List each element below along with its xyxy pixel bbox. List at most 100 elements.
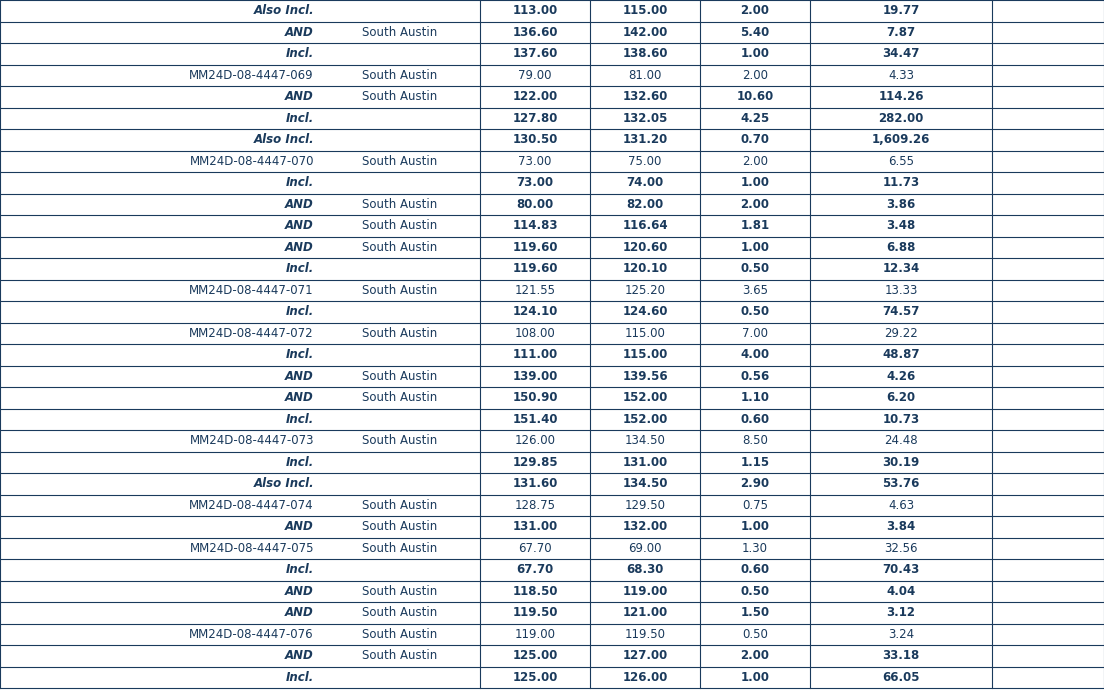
Text: 1.10: 1.10 xyxy=(741,391,769,404)
Text: AND: AND xyxy=(285,649,314,662)
Text: 3.48: 3.48 xyxy=(887,219,915,233)
Text: 120.10: 120.10 xyxy=(623,262,668,275)
Text: 119.60: 119.60 xyxy=(512,262,558,275)
Text: 108.00: 108.00 xyxy=(514,327,555,340)
Text: Incl.: Incl. xyxy=(286,262,314,275)
Text: 2.00: 2.00 xyxy=(741,4,769,17)
Text: 4.00: 4.00 xyxy=(741,348,769,361)
Text: Also Incl.: Also Incl. xyxy=(254,134,314,146)
Text: South Austin: South Austin xyxy=(362,391,437,404)
Text: 3.86: 3.86 xyxy=(887,198,915,211)
Text: 6.88: 6.88 xyxy=(887,241,915,254)
Text: 10.73: 10.73 xyxy=(882,412,920,426)
Text: Incl.: Incl. xyxy=(286,111,314,125)
Text: 1.00: 1.00 xyxy=(741,671,769,684)
Text: 66.05: 66.05 xyxy=(882,671,920,684)
Text: 130.50: 130.50 xyxy=(512,134,558,146)
Text: 19.77: 19.77 xyxy=(882,4,920,17)
Text: 134.50: 134.50 xyxy=(623,477,668,490)
Text: Incl.: Incl. xyxy=(286,176,314,189)
Text: 131.60: 131.60 xyxy=(512,477,558,490)
Text: 0.50: 0.50 xyxy=(741,305,769,318)
Text: 115.00: 115.00 xyxy=(625,327,666,340)
Text: 125.00: 125.00 xyxy=(512,649,558,662)
Text: 114.83: 114.83 xyxy=(512,219,558,233)
Text: South Austin: South Austin xyxy=(362,585,437,598)
Text: South Austin: South Austin xyxy=(362,219,437,233)
Text: 48.87: 48.87 xyxy=(882,348,920,361)
Text: 138.60: 138.60 xyxy=(623,47,668,60)
Text: 1.00: 1.00 xyxy=(741,520,769,534)
Text: 119.60: 119.60 xyxy=(512,241,558,254)
Text: AND: AND xyxy=(285,370,314,383)
Text: 0.60: 0.60 xyxy=(741,412,769,426)
Text: 79.00: 79.00 xyxy=(518,69,552,82)
Text: 2.00: 2.00 xyxy=(742,69,768,82)
Text: AND: AND xyxy=(285,606,314,619)
Text: 2.90: 2.90 xyxy=(741,477,769,490)
Text: 1.81: 1.81 xyxy=(741,219,769,233)
Text: 1.50: 1.50 xyxy=(741,606,769,619)
Text: 1.15: 1.15 xyxy=(741,456,769,468)
Text: 139.00: 139.00 xyxy=(512,370,558,383)
Text: 124.10: 124.10 xyxy=(512,305,558,318)
Text: 125.00: 125.00 xyxy=(512,671,558,684)
Text: South Austin: South Austin xyxy=(362,26,437,39)
Text: 1.30: 1.30 xyxy=(742,542,768,555)
Text: South Austin: South Austin xyxy=(362,606,437,619)
Text: South Austin: South Austin xyxy=(362,435,437,447)
Text: 132.05: 132.05 xyxy=(623,111,668,125)
Text: 53.76: 53.76 xyxy=(882,477,920,490)
Text: 139.56: 139.56 xyxy=(623,370,668,383)
Text: 74.00: 74.00 xyxy=(626,176,664,189)
Text: 152.00: 152.00 xyxy=(623,412,668,426)
Text: AND: AND xyxy=(285,219,314,233)
Text: MM24D-08-4447-071: MM24D-08-4447-071 xyxy=(190,284,314,297)
Text: 0.60: 0.60 xyxy=(741,563,769,576)
Text: South Austin: South Austin xyxy=(362,284,437,297)
Text: 3.12: 3.12 xyxy=(887,606,915,619)
Text: 4.26: 4.26 xyxy=(887,370,915,383)
Text: South Austin: South Austin xyxy=(362,649,437,662)
Text: 4.04: 4.04 xyxy=(887,585,915,598)
Text: South Austin: South Austin xyxy=(362,198,437,211)
Text: 128.75: 128.75 xyxy=(514,499,555,512)
Text: 81.00: 81.00 xyxy=(628,69,661,82)
Text: 4.63: 4.63 xyxy=(888,499,914,512)
Text: 3.84: 3.84 xyxy=(887,520,915,534)
Text: 282.00: 282.00 xyxy=(879,111,924,125)
Text: 126.00: 126.00 xyxy=(623,671,668,684)
Text: MM24D-08-4447-073: MM24D-08-4447-073 xyxy=(190,435,314,447)
Text: 132.60: 132.60 xyxy=(623,90,668,103)
Text: 6.20: 6.20 xyxy=(887,391,915,404)
Text: 6.55: 6.55 xyxy=(888,155,914,167)
Text: 5.40: 5.40 xyxy=(741,26,769,39)
Text: 131.20: 131.20 xyxy=(623,134,668,146)
Text: MM24D-08-4447-072: MM24D-08-4447-072 xyxy=(190,327,314,340)
Text: 2.00: 2.00 xyxy=(741,649,769,662)
Text: 0.75: 0.75 xyxy=(742,499,768,512)
Text: Also Incl.: Also Incl. xyxy=(254,4,314,17)
Text: 68.30: 68.30 xyxy=(626,563,664,576)
Text: MM24D-08-4447-074: MM24D-08-4447-074 xyxy=(190,499,314,512)
Text: 0.56: 0.56 xyxy=(741,370,769,383)
Text: Also Incl.: Also Incl. xyxy=(254,477,314,490)
Text: 119.50: 119.50 xyxy=(512,606,558,619)
Text: 34.47: 34.47 xyxy=(882,47,920,60)
Text: 0.50: 0.50 xyxy=(742,628,768,641)
Text: South Austin: South Austin xyxy=(362,628,437,641)
Text: 119.00: 119.00 xyxy=(623,585,668,598)
Text: MM24D-08-4447-076: MM24D-08-4447-076 xyxy=(190,628,314,641)
Text: 0.50: 0.50 xyxy=(741,585,769,598)
Text: 29.22: 29.22 xyxy=(884,327,917,340)
Text: 1,609.26: 1,609.26 xyxy=(872,134,931,146)
Text: 129.85: 129.85 xyxy=(512,456,558,468)
Text: South Austin: South Austin xyxy=(362,155,437,167)
Text: 11.73: 11.73 xyxy=(882,176,920,189)
Text: AND: AND xyxy=(285,241,314,254)
Text: South Austin: South Austin xyxy=(362,69,437,82)
Text: 2.00: 2.00 xyxy=(742,155,768,167)
Text: 10.60: 10.60 xyxy=(736,90,774,103)
Text: 134.50: 134.50 xyxy=(625,435,666,447)
Text: 118.50: 118.50 xyxy=(512,585,558,598)
